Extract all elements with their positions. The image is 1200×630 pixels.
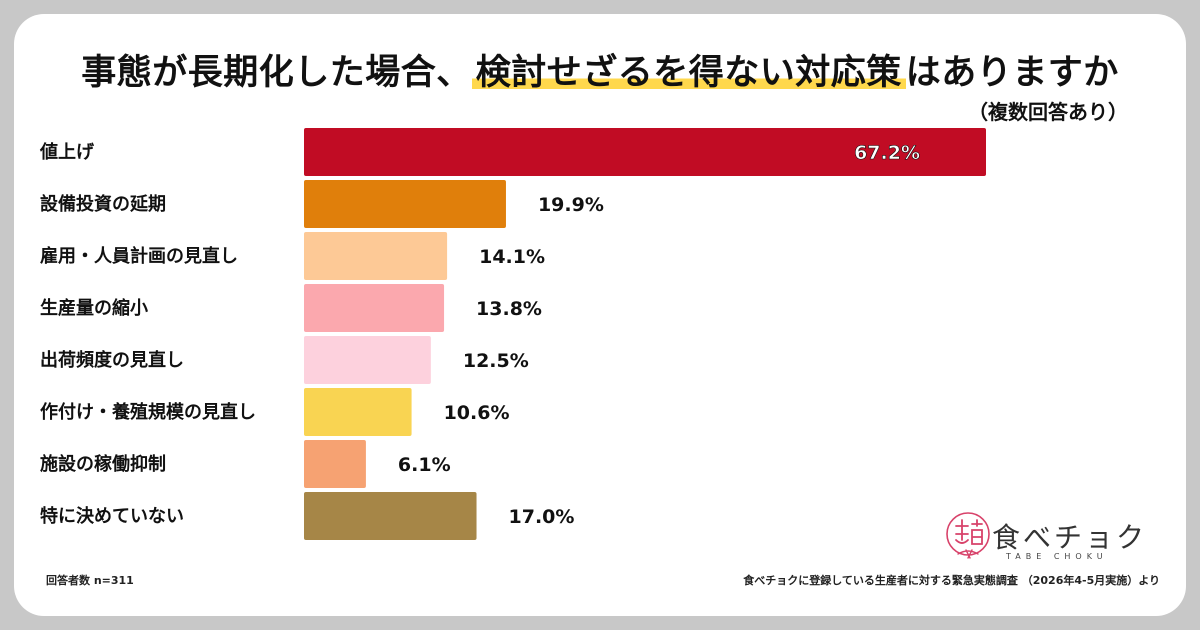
chart-card: 事態が長期化した場合、 検討せざるを得ない対応策 はありますか （複数回答あり） 値… <box>14 14 1186 616</box>
chart-subtitle: （複数回答あり） <box>968 100 1128 124</box>
bar <box>304 440 366 488</box>
tabechoku-logo: 食べチョク TABE CHOKU <box>944 510 1144 570</box>
value-label: 13.8% <box>476 298 542 320</box>
value-label: 67.2% <box>854 142 920 164</box>
title-prefix: 事態が長期化した場合、 <box>81 53 472 93</box>
category-label: 値上げ <box>39 141 95 163</box>
logo-text: 食べチョク <box>992 521 1148 554</box>
category-label: 作付け・養殖規模の見直し <box>40 401 256 423</box>
title-suffix: はありますか <box>905 53 1119 93</box>
category-label: 生産量の縮小 <box>40 297 148 319</box>
bar <box>304 232 448 280</box>
source-note: 食べチョクに登録している生産者に対する緊急実態調査 （2026年4-5月実施）よ… <box>743 574 1160 587</box>
value-label: 6.1% <box>398 454 451 476</box>
bar <box>304 336 431 384</box>
category-label: 特に決めていない <box>40 505 184 527</box>
category-label: 施設の稼働抑制 <box>40 453 166 475</box>
chart-title: 事態が長期化した場合、 検討せざるを得ない対応策 はありますか <box>14 44 1186 95</box>
value-label: 19.9% <box>538 194 604 216</box>
bar <box>304 492 477 540</box>
category-label: 出荷頻度の見直し <box>40 349 184 371</box>
logo-subtext: TABE CHOKU <box>1006 552 1108 561</box>
bar <box>304 284 445 332</box>
category-label: 雇用・人員計画の見直し <box>40 245 238 267</box>
bar-chart: 値上げ 67.2% 設備投資の延期 19.9% 雇用・人員計画の見直し 14.1% 生産量の… <box>39 128 986 540</box>
tabechoku-logo-icon <box>946 512 990 559</box>
respondent-count: 回答者数 n=311 <box>46 574 134 587</box>
bar <box>304 180 506 228</box>
title-highlight: 検討せざるを得ない対応策 <box>471 53 906 93</box>
value-label: 10.6% <box>444 402 510 424</box>
bar <box>304 388 412 436</box>
bar <box>304 128 986 176</box>
value-label: 12.5% <box>463 350 529 372</box>
value-label: 14.1% <box>479 246 545 268</box>
value-label: 17.0% <box>509 506 575 528</box>
category-label: 設備投資の延期 <box>40 193 166 215</box>
